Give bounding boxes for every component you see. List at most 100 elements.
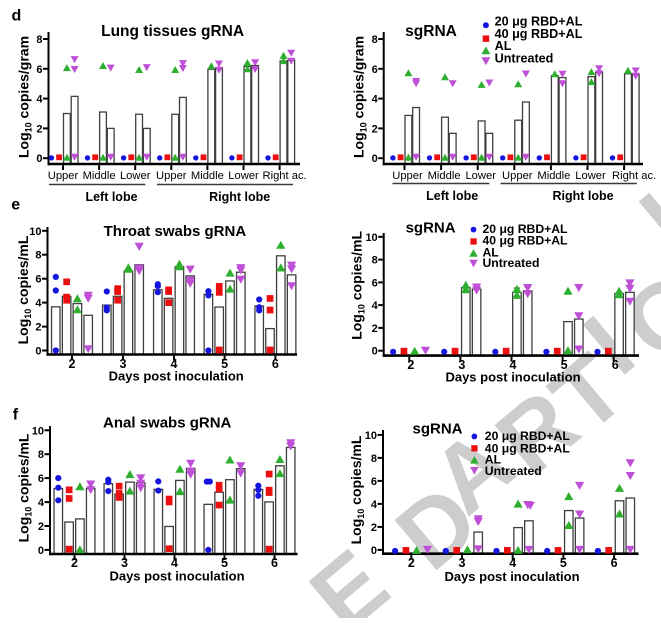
svg-text:5: 5: [561, 358, 568, 372]
svg-text:8: 8: [36, 34, 42, 46]
svg-text:4: 4: [510, 358, 517, 372]
svg-text:5: 5: [560, 556, 567, 570]
svg-text:Right lobe: Right lobe: [552, 189, 613, 203]
svg-text:Right ac.: Right ac.: [612, 170, 656, 182]
svg-text:sgRNA: sgRNA: [406, 220, 456, 237]
svg-text:2: 2: [69, 357, 76, 371]
svg-text:6: 6: [272, 357, 279, 371]
svg-text:Upper: Upper: [392, 170, 423, 182]
svg-text:Untreated: Untreated: [485, 464, 542, 478]
svg-text:4: 4: [36, 94, 43, 106]
svg-text:Upper: Upper: [502, 170, 533, 182]
svg-text:Log10 copies/gram: Log10 copies/gram: [16, 36, 34, 158]
svg-text:Right ac.: Right ac.: [263, 170, 307, 182]
svg-text:4: 4: [171, 556, 178, 570]
svg-text:6: 6: [611, 556, 618, 570]
svg-text:Days post inoculation: Days post inoculation: [109, 569, 244, 584]
svg-text:4: 4: [509, 556, 516, 570]
svg-text:40 μg RBD+AL: 40 μg RBD+AL: [485, 442, 571, 456]
svg-text:Right lobe: Right lobe: [209, 190, 270, 204]
svg-text:20 μg RBD+AL: 20 μg RBD+AL: [483, 222, 569, 236]
svg-text:8: 8: [372, 255, 378, 267]
svg-text:Untreated: Untreated: [495, 52, 554, 66]
svg-text:Days post inoculation: Days post inoculation: [445, 370, 580, 385]
svg-text:2: 2: [372, 123, 378, 135]
svg-text:0: 0: [38, 545, 44, 557]
svg-text:4: 4: [371, 499, 378, 511]
svg-text:f: f: [13, 407, 19, 424]
svg-text:Days post inoculation: Days post inoculation: [109, 369, 244, 384]
svg-text:0: 0: [371, 545, 377, 557]
svg-text:Middle: Middle: [83, 170, 116, 182]
svg-text:Middle: Middle: [428, 170, 461, 182]
svg-text:8: 8: [38, 449, 44, 461]
svg-text:4: 4: [35, 298, 42, 310]
svg-text:2: 2: [372, 323, 378, 335]
svg-text:Lung tissues gRNA: Lung tissues gRNA: [101, 23, 244, 40]
svg-text:AL: AL: [485, 453, 502, 467]
svg-text:AL: AL: [495, 39, 512, 53]
svg-text:3: 3: [121, 556, 128, 570]
svg-text:Throat swabs gRNA: Throat swabs gRNA: [104, 223, 247, 240]
svg-text:Untreated: Untreated: [483, 256, 540, 270]
svg-text:Log10 copies/mL: Log10 copies/mL: [348, 435, 366, 544]
svg-text:2: 2: [371, 522, 377, 534]
svg-text:Log10 copies/gram: Log10 copies/gram: [351, 36, 369, 158]
svg-text:2: 2: [71, 556, 78, 570]
svg-text:Anal swabs gRNA: Anal swabs gRNA: [103, 415, 232, 432]
svg-text:6: 6: [371, 476, 377, 488]
svg-text:0: 0: [35, 346, 41, 358]
svg-text:sgRNA: sgRNA: [412, 421, 462, 438]
svg-text:8: 8: [372, 34, 378, 46]
svg-text:Left lobe: Left lobe: [426, 189, 478, 203]
svg-text:10: 10: [365, 430, 377, 442]
svg-text:Days post inoculation: Days post inoculation: [444, 569, 579, 584]
svg-text:10: 10: [29, 226, 41, 238]
svg-text:Lower: Lower: [575, 170, 606, 182]
svg-text:Upper: Upper: [156, 170, 187, 182]
svg-text:6: 6: [271, 556, 278, 570]
svg-text:6: 6: [372, 277, 378, 289]
svg-text:40 μg RBD+AL: 40 μg RBD+AL: [495, 27, 583, 41]
svg-text:20 μg RBD+AL: 20 μg RBD+AL: [485, 429, 571, 443]
svg-text:Log10 copies/mL: Log10 copies/mL: [16, 433, 34, 542]
svg-text:2: 2: [36, 123, 42, 135]
svg-text:Log10 copies/mL: Log10 copies/mL: [349, 231, 367, 340]
svg-text:3: 3: [458, 358, 465, 372]
svg-text:6: 6: [612, 358, 619, 372]
svg-text:Log10 copies/mL: Log10 copies/mL: [15, 235, 33, 344]
svg-text:6: 6: [35, 274, 41, 286]
svg-text:Lower: Lower: [120, 170, 151, 182]
svg-text:Middle: Middle: [537, 170, 570, 182]
svg-text:10: 10: [32, 425, 44, 437]
svg-text:4: 4: [38, 497, 45, 509]
svg-text:Left lobe: Left lobe: [85, 190, 137, 204]
svg-text:Upper: Upper: [48, 170, 79, 182]
svg-text:5: 5: [221, 556, 228, 570]
svg-text:8: 8: [35, 250, 41, 262]
svg-text:5: 5: [221, 357, 228, 371]
svg-text:d: d: [12, 8, 22, 25]
svg-text:10: 10: [365, 232, 377, 244]
svg-text:8: 8: [371, 453, 377, 465]
svg-text:2: 2: [35, 322, 41, 334]
svg-text:e: e: [11, 196, 20, 213]
svg-text:2: 2: [408, 556, 415, 570]
svg-text:3: 3: [120, 357, 127, 371]
svg-text:sgRNA: sgRNA: [405, 23, 457, 40]
svg-text:0: 0: [372, 153, 378, 165]
svg-text:0: 0: [372, 346, 378, 358]
svg-text:40 μg RBD+AL: 40 μg RBD+AL: [483, 234, 569, 248]
svg-text:Lower: Lower: [465, 170, 496, 182]
svg-text:Lower: Lower: [228, 170, 259, 182]
svg-text:4: 4: [372, 94, 379, 106]
svg-text:4: 4: [171, 357, 178, 371]
svg-text:20 μg RBD+AL: 20 μg RBD+AL: [495, 15, 583, 29]
svg-text:4: 4: [372, 300, 379, 312]
svg-text:2: 2: [38, 521, 44, 533]
svg-text:Middle: Middle: [191, 170, 224, 182]
svg-text:3: 3: [459, 556, 466, 570]
svg-text:0: 0: [36, 153, 42, 165]
svg-text:6: 6: [372, 64, 378, 76]
svg-text:6: 6: [36, 64, 42, 76]
